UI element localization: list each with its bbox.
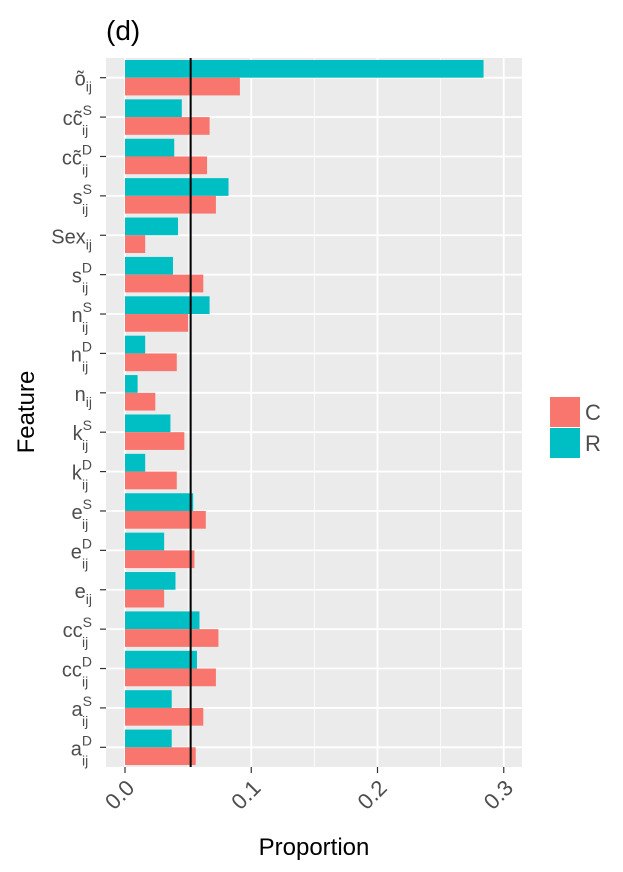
y-tick-label-5: sD ij (72, 260, 92, 296)
y-tick-label-0: õij (75, 69, 92, 95)
bar-r-13 (125, 572, 176, 590)
x-tick-label-1: 0.1 (226, 775, 265, 814)
bar-c-15 (125, 668, 216, 687)
y-tick-label-15: ccD ij (62, 654, 92, 690)
y-tick-label-1: cc̃S ij (63, 102, 92, 138)
y-tick-label-17: aD ij (71, 732, 92, 768)
bar-r-4 (125, 217, 179, 236)
legend-key-c (550, 397, 580, 427)
bar-r-3 (125, 178, 229, 196)
y-tick-label-8: nij (75, 384, 92, 410)
bar-c-17 (125, 747, 196, 766)
legend-key-r (550, 428, 580, 458)
bar-r-17 (125, 729, 172, 748)
bar-c-10 (125, 471, 177, 490)
y-tick-label-13: eij (75, 581, 92, 607)
bar-c-16 (125, 707, 204, 726)
bar-c-7 (125, 353, 177, 372)
bar-c-13 (125, 589, 165, 608)
bar-c-0 (125, 77, 240, 96)
x-tick-label-0: 0.0 (100, 775, 139, 814)
x-axis-label: Proportion (259, 834, 370, 861)
x-tick-label-2: 0.2 (353, 775, 392, 814)
y-tick-label-10: kD ij (72, 457, 92, 493)
bars (125, 59, 484, 766)
y-tick-label-2: cc̃D ij (62, 141, 92, 177)
bar-r-8 (125, 375, 138, 393)
legend: CR (550, 397, 601, 458)
bar-c-1 (125, 117, 210, 135)
bar-r-10 (125, 453, 146, 472)
bar-c-4 (125, 235, 146, 253)
bar-c-11 (125, 510, 206, 529)
y-tick-label-12: eD ij (71, 535, 92, 571)
bar-c-2 (125, 156, 208, 175)
bar-c-12 (125, 550, 195, 569)
bar-r-7 (125, 335, 146, 354)
bar-r-11 (125, 493, 194, 511)
y-tick-label-6: nS ij (72, 299, 92, 335)
y-tick-label-9: kS ij (73, 417, 92, 453)
bar-c-5 (125, 274, 204, 293)
y-axis: õij cc̃S ij cc̃D ij sS ij Sexij sD ij nS ij nD ij nij k… (51, 69, 106, 768)
bar-r-12 (125, 532, 165, 551)
y-tick-label-14: ccS ij (63, 614, 92, 650)
bar-r-2 (125, 138, 175, 157)
y-tick-label-4: Sexij (51, 226, 92, 252)
bar-r-16 (125, 690, 172, 708)
bar-c-3 (125, 195, 216, 214)
bar-r-6 (125, 296, 210, 315)
legend-label-c: C (585, 400, 601, 425)
bar-r-1 (125, 99, 182, 118)
bar-r-5 (125, 256, 173, 275)
bar-c-14 (125, 629, 219, 647)
y-tick-label-11: eS ij (72, 496, 92, 532)
legend-label-r: R (585, 431, 601, 456)
x-tick-label-3: 0.3 (479, 775, 518, 814)
bar-r-9 (125, 414, 171, 433)
chart-title: (d) (106, 15, 140, 46)
bar-c-8 (125, 392, 156, 411)
bar-r-15 (125, 650, 197, 669)
bar-r-14 (125, 611, 200, 630)
y-tick-label-7: nD ij (71, 338, 92, 374)
x-axis: 0.0 0.1 0.2 0.3 (100, 767, 518, 814)
y-tick-label-3: sS ij (73, 181, 92, 217)
y-tick-label-16: aS ij (72, 693, 92, 729)
bar-c-9 (125, 432, 185, 450)
bar-r-0 (125, 59, 484, 78)
bar-c-6 (125, 314, 189, 332)
y-axis-label: Feature (13, 371, 40, 454)
